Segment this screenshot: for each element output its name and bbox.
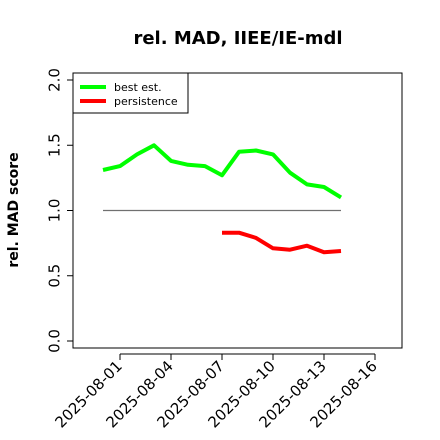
y-tick-label: 0.0 <box>45 329 63 353</box>
legend-box <box>72 72 189 114</box>
plot-layer: 0.00.51.01.52.02025-08-012025-08-042025-… <box>45 68 381 431</box>
legend-label: best est. <box>114 81 162 94</box>
y-tick-label: 0.5 <box>45 264 63 288</box>
y-axis-label: rel. MAD score <box>6 152 22 267</box>
series-line-best-est <box>102 143 343 200</box>
legend-label: persistence <box>114 95 178 108</box>
y-tick-label: 1.5 <box>45 133 63 157</box>
y-tick-label: 2.0 <box>45 68 63 92</box>
chart-title: rel. MAD, IIEE/IE-mdl <box>133 28 342 49</box>
legend: best est.persistence <box>72 72 189 114</box>
series-line-persistence <box>222 230 342 255</box>
y-tick-label: 1.0 <box>45 199 63 223</box>
